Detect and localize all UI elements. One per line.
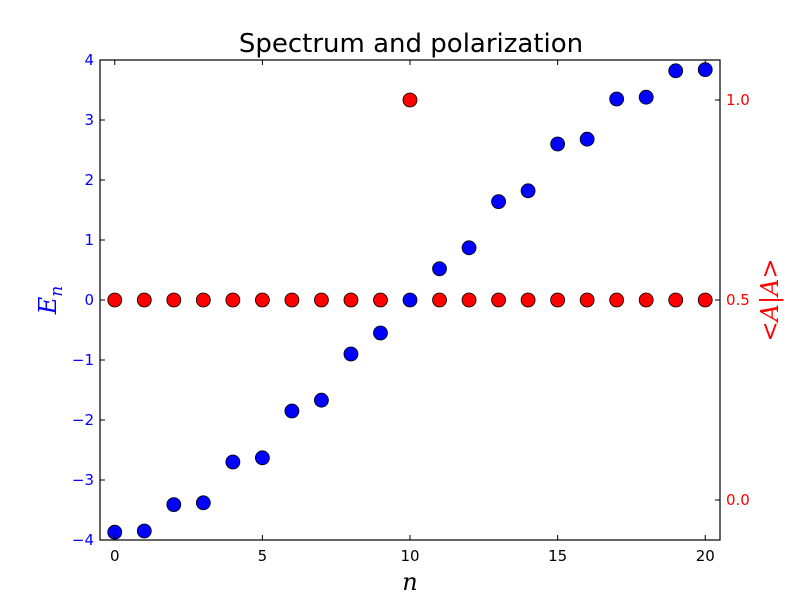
polarization-point-20 bbox=[697, 292, 713, 308]
polarization-point-14 bbox=[520, 292, 536, 308]
polarization-point-17 bbox=[609, 292, 625, 308]
energy-point-9 bbox=[373, 325, 388, 341]
x-tick-label: 20 bbox=[696, 547, 715, 565]
y-axis-label-left: En bbox=[34, 286, 67, 315]
y-axis-label-right: <A|A> bbox=[756, 259, 785, 342]
y-right-tick-label: 0.0 bbox=[726, 491, 750, 509]
energy-point-19 bbox=[668, 63, 684, 79]
energy-point-13 bbox=[491, 194, 506, 210]
y-left-tick-label: 2 bbox=[84, 171, 94, 189]
energy-point-6 bbox=[284, 403, 300, 419]
energy-point-10 bbox=[402, 292, 418, 308]
x-tick-label: 0 bbox=[110, 547, 120, 565]
energy-point-7 bbox=[314, 392, 329, 408]
y-axis-label-right-text: <A|A> bbox=[756, 259, 785, 342]
y-left-tick-label: −2 bbox=[72, 411, 94, 429]
energy-point-12 bbox=[461, 240, 477, 256]
energy-point-3 bbox=[195, 495, 211, 511]
polarization-point-3 bbox=[195, 292, 211, 308]
polarization-point-8 bbox=[343, 292, 359, 308]
polarization-point-2 bbox=[166, 292, 182, 308]
y-right-tick-label: 0.5 bbox=[726, 291, 750, 309]
y-left-tick-label: 4 bbox=[84, 51, 94, 69]
y-left-tick-label: −3 bbox=[72, 471, 94, 489]
x-tick-label: 15 bbox=[548, 547, 567, 565]
energy-point-5 bbox=[254, 450, 270, 466]
polarization-point-13 bbox=[491, 292, 506, 308]
polarization-point-19 bbox=[668, 292, 684, 308]
x-tick-label: 10 bbox=[400, 547, 419, 565]
polarization-point-1 bbox=[136, 292, 152, 308]
energy-point-4 bbox=[225, 454, 241, 470]
polarization-point-10 bbox=[402, 92, 418, 108]
y-axis-label-left-text: En bbox=[34, 286, 67, 315]
energy-point-16 bbox=[579, 131, 595, 147]
polarization-point-4 bbox=[225, 292, 241, 308]
energy-point-17 bbox=[609, 91, 625, 107]
energy-point-14 bbox=[520, 183, 536, 199]
y-left-tick-label: 0 bbox=[84, 291, 94, 309]
polarization-point-9 bbox=[373, 292, 388, 308]
plot-area bbox=[107, 62, 713, 540]
x-tick-label: 5 bbox=[258, 547, 268, 565]
polarization-point-16 bbox=[579, 292, 595, 308]
y-right-tick-label: 1.0 bbox=[726, 91, 750, 109]
chart-title: Spectrum and polarization bbox=[239, 29, 583, 59]
energy-point-18 bbox=[638, 89, 654, 105]
energy-point-1 bbox=[136, 523, 152, 539]
y-left-tick-label: 1 bbox=[84, 231, 94, 249]
polarization-point-18 bbox=[638, 292, 654, 308]
energy-point-15 bbox=[550, 136, 566, 152]
polarization-point-7 bbox=[314, 292, 329, 308]
polarization-point-6 bbox=[284, 292, 300, 308]
polarization-point-0 bbox=[107, 292, 123, 308]
energy-point-11 bbox=[432, 261, 447, 277]
energy-point-2 bbox=[166, 497, 182, 513]
polarization-point-11 bbox=[432, 292, 447, 308]
axes-ticks: 0 5 10 15 20 −4 −3 −2 −1 0 1 2 3 4 0.0 0.5 1.0 bbox=[72, 51, 750, 565]
x-axis-label: n bbox=[402, 568, 417, 596]
polarization-point-12 bbox=[461, 292, 477, 308]
y-left-tick-label: −1 bbox=[72, 351, 94, 369]
y-left-tick-label: 3 bbox=[84, 111, 94, 129]
polarization-point-5 bbox=[254, 292, 270, 308]
energy-point-8 bbox=[343, 346, 359, 362]
polarization-point-15 bbox=[550, 292, 566, 308]
y-left-tick-label: −4 bbox=[72, 531, 94, 549]
